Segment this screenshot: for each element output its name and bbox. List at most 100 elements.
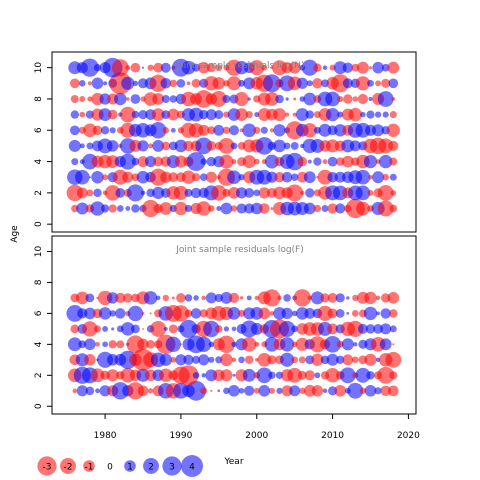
residual-bubble <box>208 356 215 363</box>
residual-bubble <box>353 342 358 347</box>
residual-bubble <box>109 310 116 317</box>
residual-bubble <box>327 203 338 214</box>
residual-bubble <box>286 184 304 202</box>
residual-bubble <box>341 338 354 351</box>
residual-bubble <box>76 187 88 199</box>
residual-bubble <box>142 327 144 330</box>
panel-logN-y-axis: 0 2 4 6 8 10 <box>34 62 52 227</box>
residual-bubble <box>119 153 136 170</box>
residual-bubble <box>327 171 338 183</box>
residual-bubble <box>161 94 170 104</box>
residual-bubble <box>131 110 140 119</box>
residual-bubble <box>70 324 80 334</box>
residual-bubble <box>374 111 382 118</box>
residual-bubble <box>175 354 187 366</box>
residual-bubble <box>244 355 254 365</box>
residual-bubble <box>85 386 95 396</box>
residual-bubble <box>160 62 171 73</box>
residual-bubble <box>352 294 359 302</box>
y-tick-label: 8 <box>34 96 44 102</box>
residual-bubble <box>84 307 96 320</box>
residual-bubble <box>191 78 201 88</box>
residual-bubble <box>230 205 238 212</box>
residual-bubble <box>70 95 79 103</box>
residual-bubble <box>190 308 202 319</box>
residual-bubble <box>103 81 108 86</box>
residual-bubble <box>98 108 112 121</box>
x-tick-label: 1980 <box>94 431 117 441</box>
residual-bubble <box>137 385 149 397</box>
residual-bubble <box>318 123 332 137</box>
residual-bubble <box>337 95 344 103</box>
residual-bubble <box>255 137 274 155</box>
residual-bubble <box>197 61 210 74</box>
residual-bubble <box>306 80 313 87</box>
residual-bubble <box>86 189 94 197</box>
residual-bubble <box>186 81 191 86</box>
residual-bubble <box>102 174 109 181</box>
residual-bubble <box>66 305 84 322</box>
residual-bubble <box>324 335 341 353</box>
residual-bubble <box>126 382 144 400</box>
residual-bubble <box>99 93 111 105</box>
residual-bubble <box>230 142 238 150</box>
residual-bubble <box>69 125 80 136</box>
panel-logF: Joint sample residuals log(F) 0 2 4 6 8 10 19… <box>34 235 420 441</box>
residual-bubble <box>238 309 246 317</box>
residual-bubble <box>161 141 171 151</box>
residual-bubble <box>322 388 328 394</box>
residual-bubble <box>169 95 178 103</box>
residual-bubble <box>322 65 328 70</box>
x-tick-label: 2010 <box>321 431 344 441</box>
residual-bubble <box>207 126 216 135</box>
residual-bubble <box>373 324 383 334</box>
residual-bubble <box>174 139 188 153</box>
residual-bubble <box>313 204 322 213</box>
residual-bubble <box>279 320 296 337</box>
residual-bubble <box>341 155 354 168</box>
residual-bubble <box>279 337 295 352</box>
residual-bubble <box>260 126 268 134</box>
residual-bubble <box>95 388 100 394</box>
residual-bubble <box>312 78 323 89</box>
residual-bubble <box>181 60 196 75</box>
residual-bubble <box>165 336 181 352</box>
residual-bubble <box>359 387 367 394</box>
residual-bubble <box>145 156 157 168</box>
residual-bubble <box>266 171 278 183</box>
residual-bubble <box>372 171 385 184</box>
residual-bubble <box>285 152 304 171</box>
residual-bubble <box>121 76 135 90</box>
residual-bubble <box>88 176 91 179</box>
residual-bubble <box>322 159 328 165</box>
residual-bubble <box>131 324 140 334</box>
residual-bubble <box>347 382 364 399</box>
residual-bubble <box>115 308 126 319</box>
residual-bubble <box>334 384 347 397</box>
residual-bubble <box>149 122 167 139</box>
residual-bubble <box>363 306 378 321</box>
residual-bubble <box>198 124 210 136</box>
y-tick-label: 8 <box>34 279 44 285</box>
residual-bubble <box>206 141 217 151</box>
residual-bubble <box>378 154 393 169</box>
residual-bubble <box>364 291 377 305</box>
residual-bubble <box>170 127 176 133</box>
residual-bubble <box>352 96 359 102</box>
residual-bubble <box>285 97 289 101</box>
residual-bubble <box>79 80 86 87</box>
residual-bubble <box>142 199 160 218</box>
residual-bubble <box>123 293 133 303</box>
residual-bubble <box>205 292 217 304</box>
residual-bubble <box>253 126 261 134</box>
y-tick-label: 4 <box>34 158 44 164</box>
residual-bubble <box>189 107 204 122</box>
residual-bubble <box>196 201 211 216</box>
residual-bubble <box>195 137 213 155</box>
residual-bubble <box>91 170 104 184</box>
residual-bubble <box>293 289 311 307</box>
residual-bubble <box>242 123 257 138</box>
residual-bubble <box>236 187 248 199</box>
residual-bubble <box>292 112 297 117</box>
residual-bubble <box>307 159 312 164</box>
